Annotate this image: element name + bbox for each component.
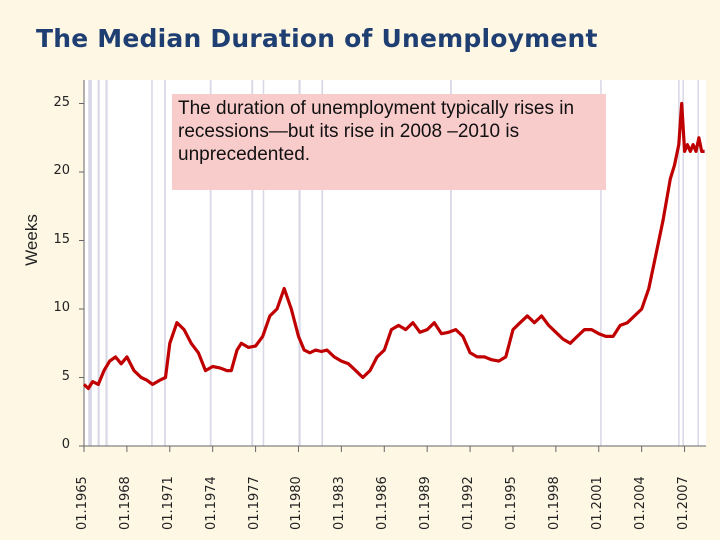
recession-band xyxy=(298,80,301,446)
y-tick-label: 10 xyxy=(53,300,70,315)
recession-band xyxy=(697,80,699,446)
annotation-box: The duration of unemployment typically r… xyxy=(172,94,606,190)
y-tick-label: 25 xyxy=(53,94,70,110)
x-tick-label: 01.1989 xyxy=(418,476,434,530)
x-tick-label: 01.1977 xyxy=(246,476,262,530)
y-tick-label: 20 xyxy=(53,163,70,178)
recession-band xyxy=(321,80,324,446)
chart-title: The Median Duration of Unemployment xyxy=(36,24,598,53)
recession-band xyxy=(209,80,212,446)
recession-band xyxy=(105,80,108,446)
recession-band xyxy=(682,80,684,446)
y-tick-label: 15 xyxy=(53,231,70,247)
recession-band xyxy=(262,80,265,446)
y-tick-label: 0 xyxy=(61,437,70,452)
x-tick-label: 01.1998 xyxy=(546,476,562,530)
recession-band xyxy=(450,80,452,446)
x-tick-label: 01.1980 xyxy=(289,476,305,530)
x-tick-label: 01.1965 xyxy=(75,476,90,530)
x-tick-label: 01.1968 xyxy=(117,476,133,530)
x-tick-label: 01.1986 xyxy=(375,476,391,530)
recession-band xyxy=(600,80,602,446)
x-tick-label: 01.2007 xyxy=(675,476,691,530)
x-tick-label: 01.1995 xyxy=(503,476,519,530)
x-tick-label: 01.2004 xyxy=(632,476,648,530)
y-tick-label: 5 xyxy=(61,368,70,384)
recession-band xyxy=(251,80,254,446)
series-line xyxy=(82,101,705,391)
recession-band xyxy=(678,80,680,446)
recession-band xyxy=(88,80,92,446)
recession-band xyxy=(151,80,153,446)
recession-band xyxy=(164,80,166,446)
x-tick-label: 01.1971 xyxy=(160,476,176,530)
x-tick-label: 01.1983 xyxy=(332,476,348,530)
recession-band xyxy=(97,80,100,446)
x-tick-label: 01.1992 xyxy=(461,476,477,530)
x-tick-label: 01.1974 xyxy=(203,476,219,530)
x-tick-label: 01.2001 xyxy=(589,476,605,530)
